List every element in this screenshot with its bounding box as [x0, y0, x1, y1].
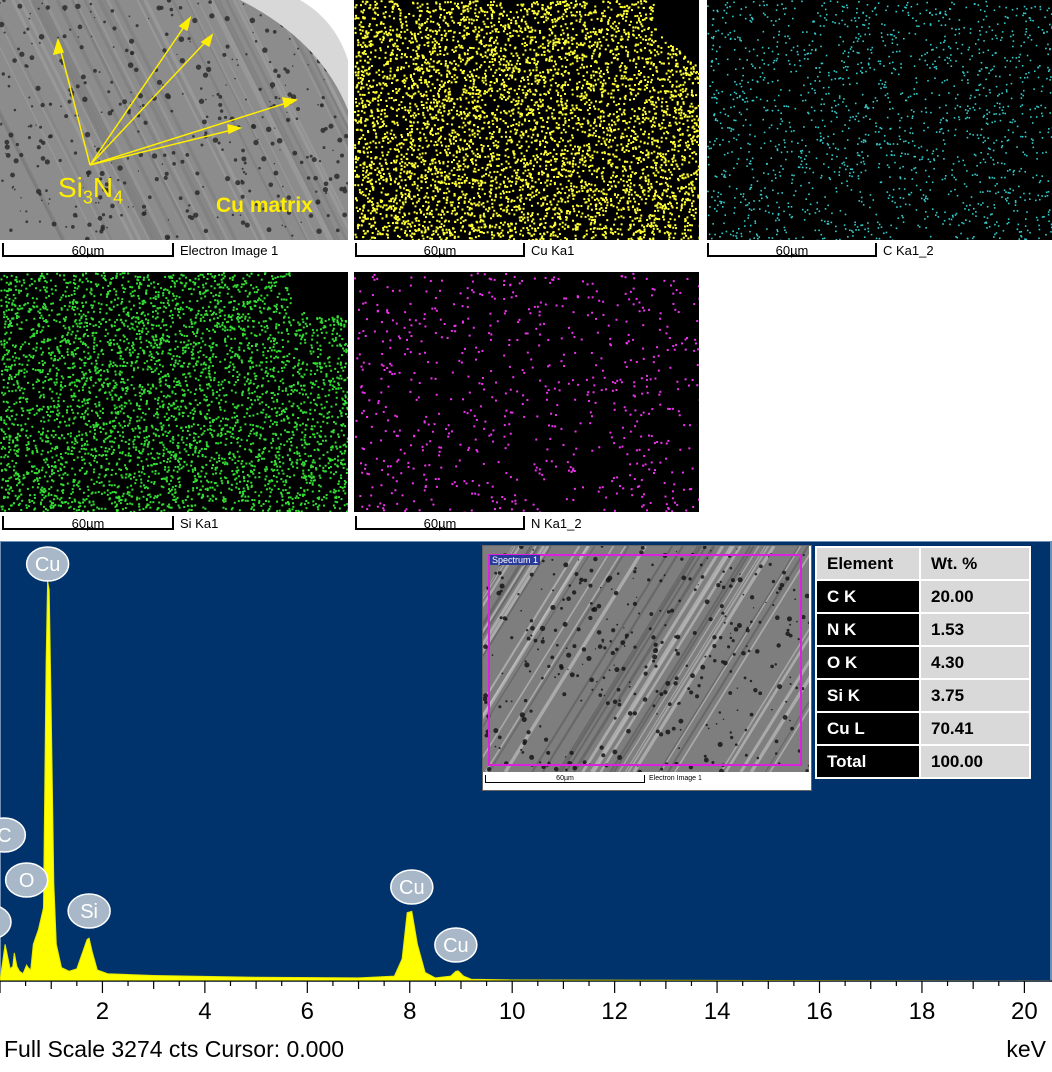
x-tick-label: 16: [806, 998, 833, 1025]
peak-label-cu: Cu: [391, 870, 433, 904]
x-tick-label: 12: [601, 998, 628, 1025]
table-header: Element Wt. %: [816, 547, 1030, 580]
x-unit-label: keV: [1006, 1036, 1046, 1062]
scalebar-electron: 60µm Electron Image 1: [2, 243, 342, 259]
inset-title: Spectrum 1: [490, 555, 540, 565]
header-element: Element: [816, 547, 920, 580]
x-tick-label: 20: [1011, 998, 1038, 1025]
scalebar-c: 60µm C Ka1_2: [707, 243, 1047, 259]
cu-map: [354, 0, 699, 240]
x-tick-label: 6: [301, 998, 314, 1025]
scalebar-si: 60µm Si Ka1: [2, 516, 342, 532]
peak-label-o: O: [6, 863, 48, 897]
inset-selection-box: [488, 554, 802, 766]
x-tick-label: 10: [499, 998, 526, 1025]
x-tick-label: 14: [704, 998, 731, 1025]
n-map: [354, 272, 699, 512]
peak-label-si: Si: [68, 894, 110, 928]
x-tick-label: 8: [403, 998, 416, 1025]
c-map: [707, 0, 1052, 240]
x-tick-label: 4: [198, 998, 211, 1025]
si-element-map: [0, 272, 348, 512]
si3n4-label: Si3N4: [58, 172, 123, 209]
cu-element-map: [354, 0, 699, 240]
x-tick-label: 18: [909, 998, 936, 1025]
inset-scale-label: 60µm: [485, 775, 645, 782]
header-wt: Wt. %: [920, 547, 1030, 580]
peak-label-cu: Cu: [27, 547, 69, 581]
peak-label-cu: Cu: [435, 928, 477, 962]
scalebar-n: 60µm N Ka1_2: [355, 516, 695, 532]
spectrum-inset: Spectrum 1 60µm Electron Image 1: [482, 545, 812, 791]
status-readout: Full Scale 3274 cts Cursor: 0.000: [4, 1036, 344, 1062]
c-element-map: [707, 0, 1052, 240]
n-element-map: [354, 272, 699, 512]
inset-caption: Electron Image 1: [649, 775, 702, 782]
x-tick-label: 2: [96, 998, 109, 1025]
cu-matrix-label: Cu matrix: [216, 194, 313, 218]
scalebar-cu: 60µm Cu Ka1: [355, 243, 695, 259]
si-map: [0, 272, 348, 512]
